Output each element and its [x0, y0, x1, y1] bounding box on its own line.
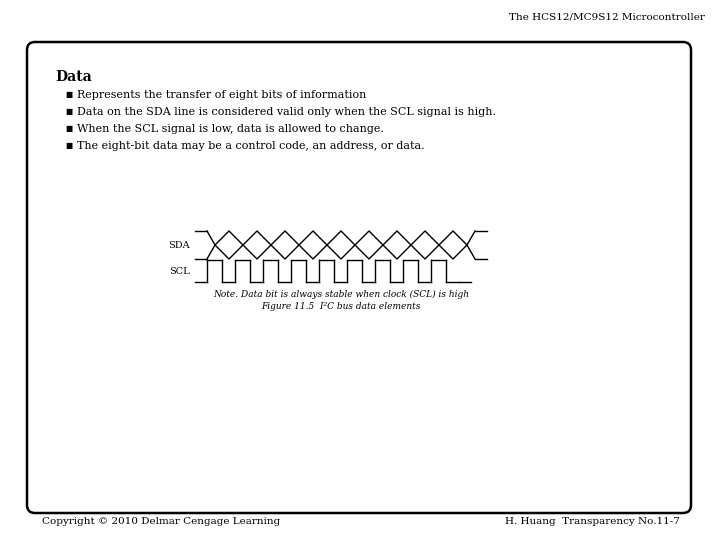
Text: The HCS12/MC9S12 Microcontroller: The HCS12/MC9S12 Microcontroller	[509, 12, 705, 21]
Text: The eight-bit data may be a control code, an address, or data.: The eight-bit data may be a control code…	[77, 141, 425, 151]
Text: ■: ■	[65, 141, 72, 150]
Text: H. Huang  Transparency No.11-7: H. Huang Transparency No.11-7	[505, 517, 680, 526]
Text: ■: ■	[65, 90, 72, 99]
Text: Data: Data	[55, 70, 91, 84]
Text: SDA: SDA	[168, 240, 190, 249]
Text: ■: ■	[65, 124, 72, 133]
Text: Data on the SDA line is considered valid only when the SCL signal is high.: Data on the SDA line is considered valid…	[77, 107, 496, 117]
Text: Represents the transfer of eight bits of information: Represents the transfer of eight bits of…	[77, 90, 366, 100]
Text: Copyright © 2010 Delmar Cengage Learning: Copyright © 2010 Delmar Cengage Learning	[42, 517, 280, 526]
Text: ■: ■	[65, 107, 72, 116]
Text: SCL: SCL	[169, 267, 190, 275]
Text: Note. Data bit is always stable when clock (SCL) is high: Note. Data bit is always stable when clo…	[213, 290, 469, 299]
Text: Figure 11.5  I²C bus data elements: Figure 11.5 I²C bus data elements	[261, 302, 420, 311]
Text: When the SCL signal is low, data is allowed to change.: When the SCL signal is low, data is allo…	[77, 124, 384, 134]
FancyBboxPatch shape	[27, 42, 691, 513]
